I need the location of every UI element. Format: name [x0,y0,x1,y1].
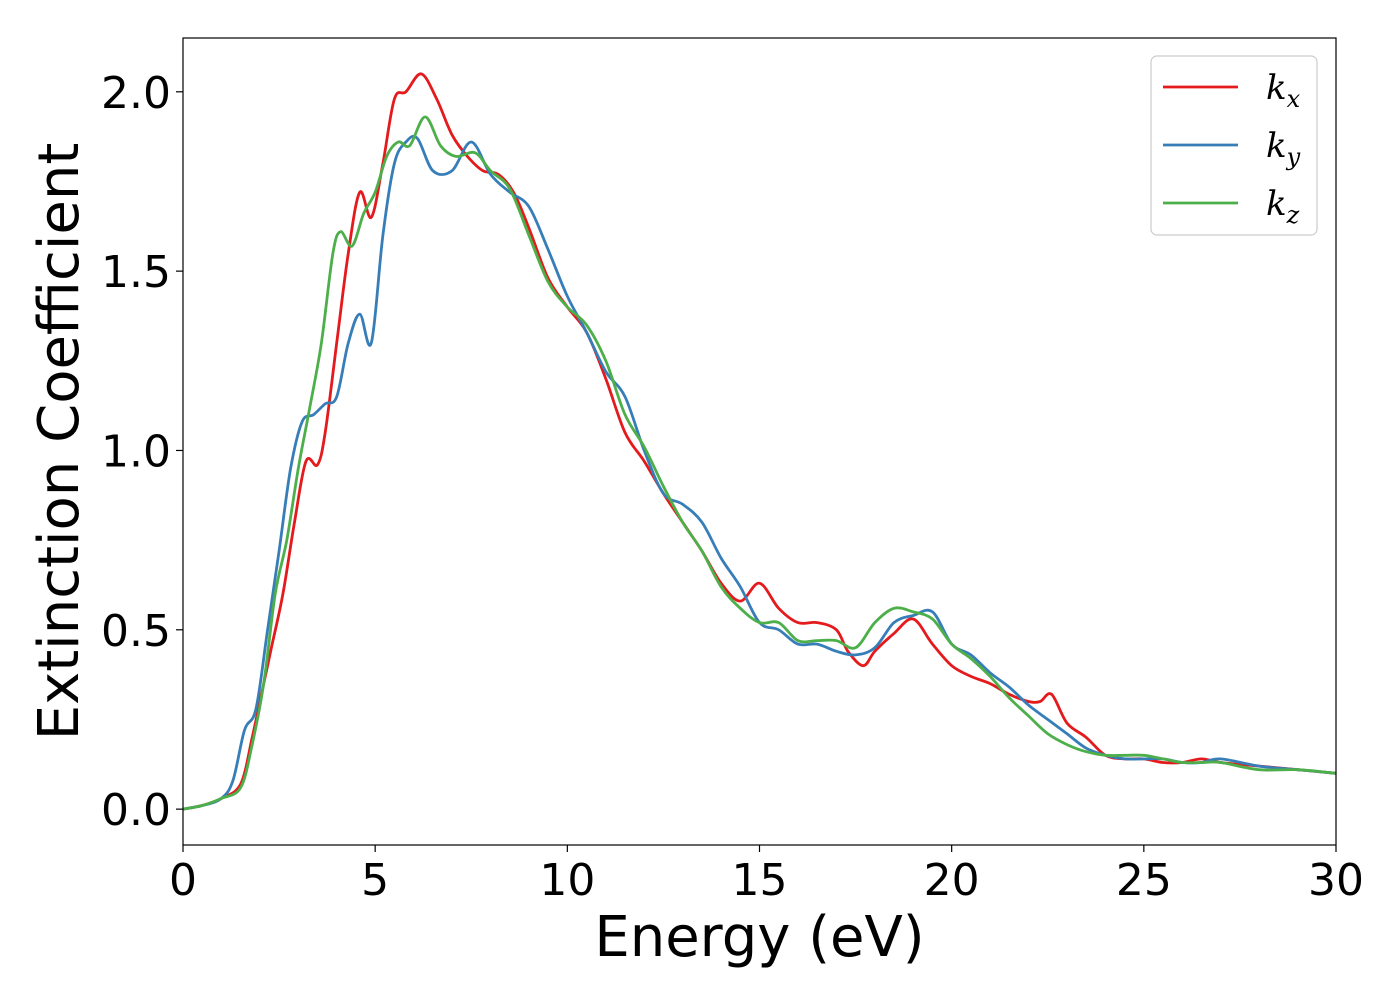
legend-label-kx: kx [1266,68,1301,113]
plot-lines [182,72,1337,811]
y-tick-label: 0.5 [101,606,171,657]
x-tick-label: 15 [732,855,788,906]
x-tick-label: 5 [361,855,389,906]
y-axis-label: Extinction Coefficient [27,143,92,741]
legend-subscript: z [1286,201,1300,229]
x-axis-label: Energy (eV) [594,905,924,970]
y-tick-label: 1.0 [101,426,171,477]
x-tick-label: 10 [539,855,595,906]
x-tick-label: 30 [1308,855,1364,906]
legend-subscript: y [1286,143,1301,171]
x-tick-label: 25 [1116,855,1172,906]
series-line-ky [182,134,1337,811]
legend-label-ky: ky [1266,126,1301,171]
y-tick-label: 2.0 [101,68,171,119]
x-tick-label: 20 [924,855,980,906]
series-line-kz [182,115,1337,811]
y-axis-ticks: 0.0 0.5 1.0 1.5 2.0 [101,68,183,836]
y-tick-label: 0.0 [101,785,171,836]
x-axis-ticks: 0 5 10 15 20 25 30 [169,845,1364,906]
x-tick-label: 0 [169,855,197,906]
legend-subscript: x [1287,85,1301,113]
y-tick-label: 1.5 [101,247,171,298]
plot-frame [182,37,1337,846]
